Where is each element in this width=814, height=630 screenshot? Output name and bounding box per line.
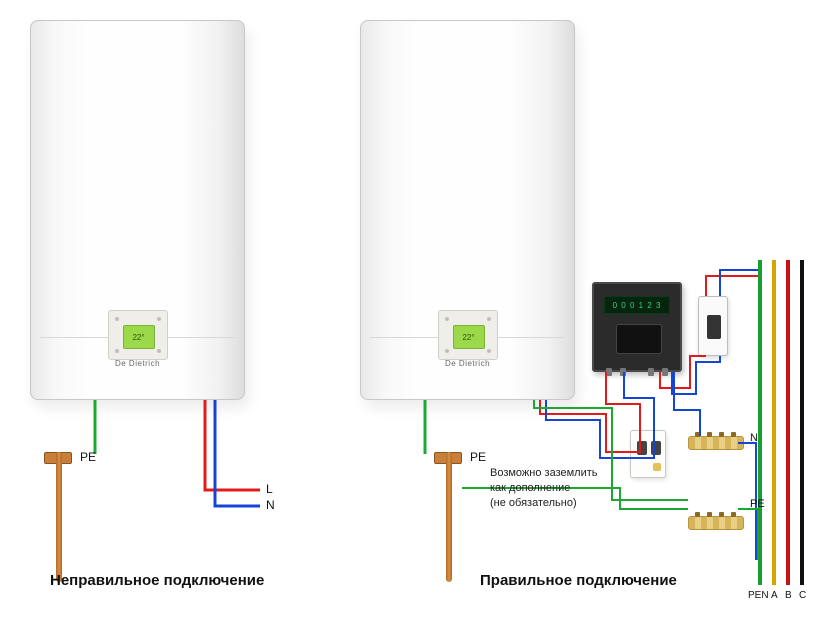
mains-b-label: B xyxy=(785,590,792,601)
mains-c-label: C xyxy=(799,590,806,601)
caption-correct: Правильное подключение xyxy=(480,572,677,589)
boiler-display: 22° xyxy=(453,325,485,349)
boiler-display: 22° xyxy=(123,325,155,349)
caption-incorrect: Неправильное подключение xyxy=(50,572,264,589)
boiler-control-panel: 22° xyxy=(108,310,168,360)
boiler-left: 22° De Dietrich xyxy=(30,20,245,400)
pe-label-right: PE xyxy=(470,450,486,464)
ground-rod-left xyxy=(56,452,62,582)
mains-a-label: A xyxy=(771,590,778,601)
main-breaker xyxy=(698,296,728,356)
note-line: как дополнение xyxy=(490,481,598,496)
boiler-brand: De Dietrich xyxy=(115,359,160,368)
note-line: Возможно заземлить xyxy=(490,466,598,481)
rcd-breaker xyxy=(630,430,666,478)
boiler-control-panel: 22° xyxy=(438,310,498,360)
mains-pen-label: PEN xyxy=(748,590,769,601)
ground-rod-right xyxy=(446,452,452,582)
n-label-left: N xyxy=(266,498,275,512)
boiler-brand: De Dietrich xyxy=(445,359,490,368)
l-label-left: L xyxy=(266,482,273,496)
meter-display: 0 0 0 1 2 3 xyxy=(604,296,670,314)
note-line: (не обязательно) xyxy=(490,496,598,511)
electric-meter: 0 0 0 1 2 3 xyxy=(592,282,682,372)
meter-disc xyxy=(616,324,662,354)
pe-label-left: PE xyxy=(80,450,96,464)
busbar-n-label: N xyxy=(750,432,758,444)
busbar-pe xyxy=(688,516,744,530)
optional-ground-note: Возможно заземлить как дополнение (не об… xyxy=(490,466,598,511)
boiler-right: 22° De Dietrich xyxy=(360,20,575,400)
busbar-n xyxy=(688,436,744,450)
busbar-pe-label: PE xyxy=(750,498,765,510)
